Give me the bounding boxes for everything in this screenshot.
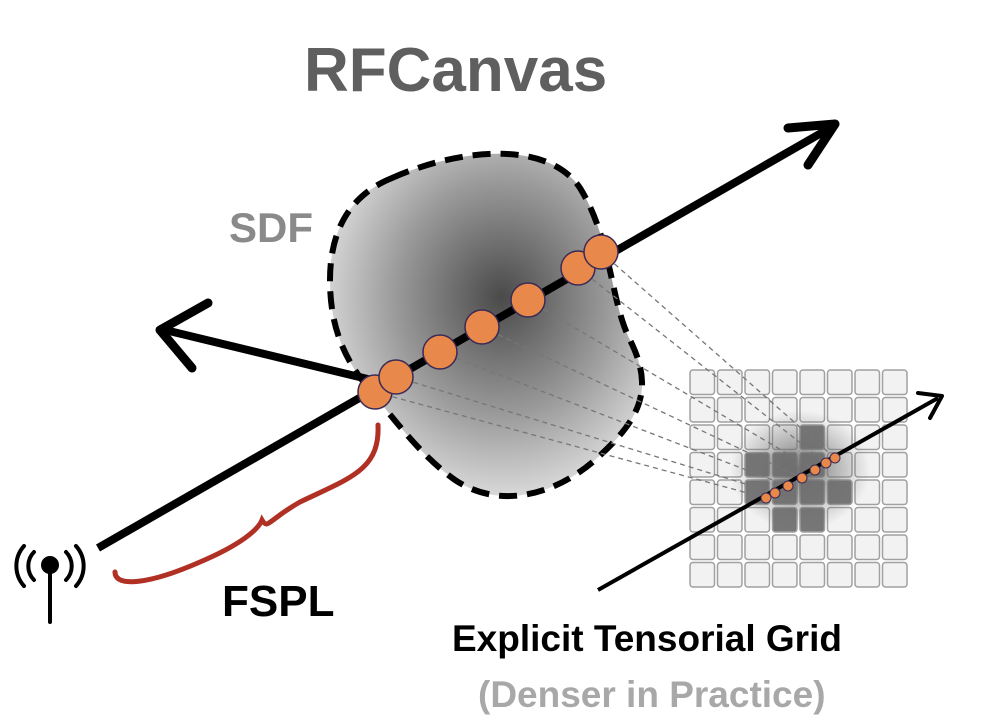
- grid-cell: [881, 506, 908, 533]
- grid-cell: [826, 369, 853, 396]
- sample-point: [378, 359, 414, 395]
- grid-cell: [854, 506, 881, 533]
- fspl-label: FSPL: [222, 577, 335, 626]
- sample-point: [464, 309, 500, 345]
- grid-cell: [854, 561, 881, 588]
- explicit-tensorial-grid: [689, 369, 908, 588]
- grid-cell: [744, 534, 771, 561]
- grid-sample-point: [829, 452, 841, 464]
- grid-sample-point: [809, 464, 821, 476]
- sample-point: [422, 334, 458, 370]
- grid-cell: [854, 396, 881, 423]
- grid-sample-point: [760, 492, 772, 504]
- projection-line: [577, 267, 827, 464]
- grid-cell: [826, 561, 853, 588]
- projection-line: [600, 251, 836, 459]
- grid-cell: [716, 561, 743, 588]
- grid-cell: [771, 561, 798, 588]
- projection-line: [481, 326, 803, 479]
- sample-points: [357, 234, 619, 410]
- grid-cell: [881, 479, 908, 506]
- grid-cell: [799, 369, 826, 396]
- projection-line: [395, 376, 776, 494]
- projection-line: [439, 351, 789, 487]
- sample-point: [583, 234, 619, 270]
- grid-cell: [689, 396, 716, 423]
- grid-cell: [744, 369, 771, 396]
- grid-sample-point: [782, 480, 794, 492]
- sdf-label: SDF: [229, 204, 313, 251]
- grid-label: Explicit Tensorial Grid: [452, 618, 842, 659]
- grid-note-label: (Denser in Practice): [478, 674, 826, 715]
- grid-cell: [881, 534, 908, 561]
- grid-cell: [689, 479, 716, 506]
- grid-cell: [716, 396, 743, 423]
- grid-cell: [771, 534, 798, 561]
- secondary-ray-arrowhead: [155, 298, 213, 373]
- grid-sample-point: [769, 487, 781, 499]
- grid-ray-arrowhead: [916, 391, 944, 420]
- grid-cell: [771, 369, 798, 396]
- grid-cell: [854, 369, 881, 396]
- grid-cell: [799, 534, 826, 561]
- grid-cell: [799, 561, 826, 588]
- grid-cell: [826, 534, 853, 561]
- grid-cell: [881, 369, 908, 396]
- grid-cell: [854, 534, 881, 561]
- main-ray-arrowhead: [783, 119, 840, 170]
- grid-cell: [881, 424, 908, 451]
- grid-sample-points: [760, 452, 841, 504]
- grid-cell: [689, 561, 716, 588]
- grid-sample-point: [820, 457, 832, 469]
- diagram-title: RFCanvas: [304, 36, 608, 105]
- projection-line: [527, 299, 816, 471]
- antenna-icon: [14, 544, 86, 624]
- grid-cell: [881, 561, 908, 588]
- projection-lines: [374, 251, 836, 499]
- grid-cell: [716, 534, 743, 561]
- secondary-ray: [164, 326, 381, 386]
- projection-line: [374, 391, 767, 499]
- grid-cell: [881, 451, 908, 478]
- grid-cell: [689, 369, 716, 396]
- grid-cell: [689, 534, 716, 561]
- grid-cell: [716, 369, 743, 396]
- main-ray: [96, 124, 832, 552]
- fspl-brace: [112, 422, 381, 585]
- grid-sample-point: [796, 472, 808, 484]
- grid-cell: [744, 561, 771, 588]
- sample-point: [510, 282, 546, 318]
- grid-cell: [689, 424, 716, 451]
